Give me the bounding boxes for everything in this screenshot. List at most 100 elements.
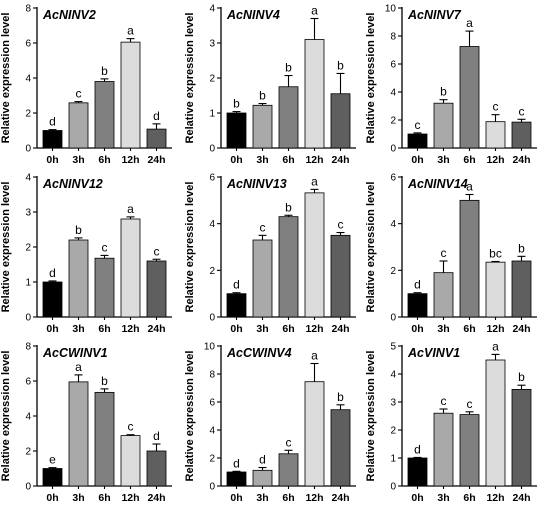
bar (42, 281, 63, 318)
x-tick-label: 6h (463, 154, 475, 166)
x-tick-label: 3h (256, 323, 268, 335)
significance-letter: a (492, 339, 499, 353)
x-tick-label: 12h (305, 492, 323, 504)
x-tick-label: 6h (98, 323, 110, 335)
x-tick-label: 3h (256, 492, 268, 504)
y-tick-label: 4 (209, 426, 215, 437)
y-tick-label: 0 (390, 144, 396, 155)
y-tick-label: 0 (209, 482, 215, 493)
x-tick-label: 0h (411, 492, 423, 504)
y-tick-label: 1 (25, 278, 31, 289)
y-tick-label: 2 (390, 116, 396, 127)
significance-letter: a (127, 24, 134, 38)
y-tick-label: 10 (385, 4, 397, 15)
bar (485, 121, 506, 149)
significance-letter: b (259, 89, 266, 103)
bar (146, 128, 167, 149)
bar (459, 46, 480, 149)
x-tick-label: 3h (72, 323, 84, 335)
x-tick-label: 6h (282, 323, 294, 335)
x-tick-label: 24h (331, 323, 349, 335)
y-axis-label: Relative expression level (365, 13, 377, 144)
x-tick-label: 3h (437, 492, 449, 504)
bar (278, 86, 299, 149)
significance-letter: c (154, 244, 160, 258)
y-tick-label: 0 (209, 144, 215, 155)
panel-title: AcNINV12 (42, 177, 103, 191)
y-tick-label: 6 (209, 398, 215, 409)
x-tick-label: 12h (121, 154, 139, 166)
significance-letter: d (49, 266, 56, 280)
bar (278, 453, 299, 487)
bar (68, 239, 89, 318)
bar (278, 216, 299, 318)
bar (226, 293, 247, 318)
y-tick-label: 6 (209, 173, 215, 184)
x-tick-label: 12h (486, 492, 504, 504)
y-axis-label: Relative expression level (0, 351, 12, 482)
y-tick-label: 2 (209, 266, 215, 277)
x-tick-label: 3h (72, 154, 84, 166)
bar (433, 102, 454, 149)
bar (94, 81, 115, 149)
y-tick-label: 6 (390, 173, 396, 184)
panel-title: AcNINV14 (407, 177, 468, 191)
bar (407, 457, 428, 487)
panel-title: AcNINV13 (226, 177, 287, 191)
bar (304, 192, 325, 318)
y-tick-label: 0 (209, 313, 215, 324)
x-tick-label: 0h (46, 323, 58, 335)
significance-letter: b (285, 200, 292, 214)
significance-letter: b (518, 241, 525, 255)
x-tick-label: 24h (331, 154, 349, 166)
y-tick-label: 5 (390, 342, 396, 353)
significance-letter: bc (489, 246, 502, 260)
x-tick-label: 0h (230, 154, 242, 166)
y-tick-label: 4 (25, 412, 31, 423)
x-tick-label: 0h (230, 323, 242, 335)
bar (146, 450, 167, 487)
y-tick-label: 3 (209, 39, 215, 50)
bar (94, 391, 115, 487)
bar (252, 469, 273, 487)
x-tick-label: 3h (72, 492, 84, 504)
x-tick-label: 3h (437, 323, 449, 335)
y-tick-label: 4 (25, 173, 31, 184)
bar (304, 39, 325, 149)
y-tick-label: 0 (25, 144, 31, 155)
y-axis-label: Relative expression level (184, 351, 196, 482)
x-tick-label: 12h (305, 154, 323, 166)
y-tick-label: 2 (25, 109, 31, 120)
bar (120, 41, 141, 149)
bar (407, 133, 428, 149)
significance-letter: d (414, 442, 421, 456)
bar (330, 409, 351, 487)
x-tick-label: 0h (46, 154, 58, 166)
significance-letter: a (127, 202, 134, 216)
bar (330, 93, 351, 149)
x-tick-label: 0h (46, 492, 58, 504)
bar (459, 199, 480, 318)
x-tick-label: 24h (512, 492, 530, 504)
y-axis-label: Relative expression level (365, 182, 377, 313)
y-tick-label: 1 (390, 454, 396, 465)
x-tick-label: 24h (147, 492, 165, 504)
y-tick-label: 2 (209, 74, 215, 85)
bar (252, 239, 273, 318)
significance-letter: b (285, 61, 292, 75)
significance-letter: c (260, 220, 266, 234)
x-tick-label: 12h (121, 492, 139, 504)
y-axis-label: Relative expression level (184, 13, 196, 144)
bar (42, 130, 63, 149)
significance-letter: d (414, 278, 421, 292)
x-tick-label: 24h (331, 492, 349, 504)
x-tick-label: 12h (486, 154, 504, 166)
significance-letter: b (440, 85, 447, 99)
significance-letter: c (519, 104, 525, 118)
y-tick-label: 8 (209, 370, 215, 381)
y-tick-label: 2 (390, 266, 396, 277)
significance-letter: c (415, 118, 421, 132)
y-tick-label: 2 (25, 447, 31, 458)
significance-letter: c (128, 420, 134, 434)
